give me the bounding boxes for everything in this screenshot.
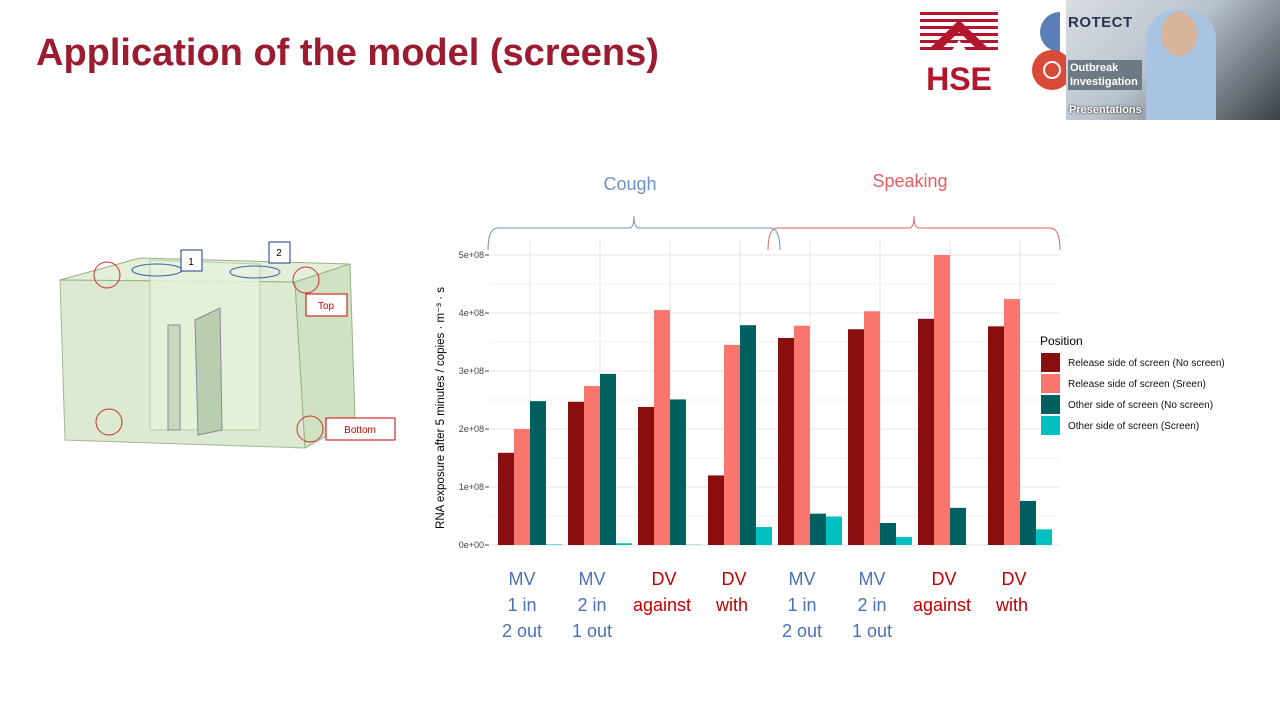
x-category-label: MV 2 in 1 out: [572, 569, 612, 641]
x-category-label: MV 1 in 2 out: [502, 569, 542, 641]
legend-swatch: [1041, 416, 1060, 435]
bar-3: [530, 401, 546, 545]
bar-2: [654, 310, 670, 545]
x-category-label: DV against: [913, 569, 971, 615]
bar-2: [514, 429, 530, 545]
bar-1: [918, 318, 934, 545]
bar-4: [546, 544, 562, 545]
group-label: Cough: [603, 174, 656, 194]
bar-2: [584, 386, 600, 545]
legend-label: Other side of screen (No screen): [1068, 400, 1213, 411]
group-brace: [487, 215, 781, 251]
bar-4: [826, 516, 842, 545]
x-category-label: DV against: [633, 569, 691, 615]
legend-label: Release side of screen (Sreen): [1068, 379, 1206, 390]
bottom-label: Bottom: [344, 425, 376, 436]
bar-3: [670, 399, 686, 545]
inlet-label-1: 1: [188, 257, 194, 268]
legend-title: Position: [1040, 334, 1083, 348]
legend-label: Other side of screen (Screen): [1068, 421, 1199, 432]
x-category-label: DV with: [715, 569, 748, 615]
bar-1: [988, 326, 1004, 545]
bar-4: [616, 543, 632, 545]
bar-2: [934, 255, 950, 545]
bar-3: [880, 522, 896, 545]
x-category-label: MV 1 in 2 out: [782, 569, 822, 641]
bar-1: [498, 452, 514, 545]
bar-1: [848, 329, 864, 545]
bar-1: [638, 406, 654, 545]
svg-text:HSE: HSE: [926, 61, 992, 94]
bar-1: [778, 337, 794, 545]
x-category-label: MV 2 in 1 out: [852, 569, 892, 641]
y-tick-label: 5e+08: [459, 250, 484, 260]
speaker-head: [1161, 12, 1197, 56]
bar-1: [708, 475, 724, 545]
y-tick-label: 3e+08: [459, 366, 484, 376]
bar-2: [794, 325, 810, 545]
bar-4: [896, 536, 912, 545]
legend-label: Release side of screen (No screen): [1068, 358, 1225, 369]
inlet-label-2: 2: [276, 248, 282, 259]
bar-1: [568, 401, 584, 545]
top-label: Top: [318, 301, 335, 312]
y-tick-label: 2e+08: [459, 424, 484, 434]
bar-3: [950, 507, 966, 545]
webcam-label: Presentations: [1069, 104, 1142, 116]
partner-banner-text: Outbreak Investigation: [1068, 60, 1142, 90]
room-diagram: 1 2 Top Bottom: [59, 241, 396, 449]
group-label: Speaking: [872, 171, 947, 191]
y-axis-label: RNA exposure after 5 minutes / copies · …: [435, 287, 447, 529]
protect-logo: [1032, 12, 1070, 90]
bar-4: [1036, 529, 1052, 545]
webcam-feed: ROTECT Outbreak Investigation Presentati…: [1066, 0, 1280, 120]
bar-2: [724, 344, 740, 545]
group-brace: [767, 215, 1061, 251]
y-tick-label: 1e+08: [459, 482, 484, 492]
partner-logo-text: ROTECT: [1068, 14, 1133, 31]
bar-2: [1004, 299, 1020, 545]
bar-4: [756, 527, 772, 545]
y-tick-label: 0e+00: [459, 540, 484, 550]
legend-swatch: [1041, 395, 1060, 414]
hse-logo: HSE: [920, 12, 998, 94]
bar-3: [740, 325, 756, 545]
bar-3: [810, 513, 826, 545]
y-tick-label: 4e+08: [459, 308, 484, 318]
x-category-label: DV with: [995, 569, 1028, 615]
legend-swatch: [1041, 374, 1060, 393]
bar-3: [1020, 500, 1036, 545]
slide-title: Application of the model (screens): [36, 32, 659, 74]
bar-2: [864, 311, 880, 545]
legend-swatch: [1041, 353, 1060, 372]
bar-3: [600, 373, 616, 545]
